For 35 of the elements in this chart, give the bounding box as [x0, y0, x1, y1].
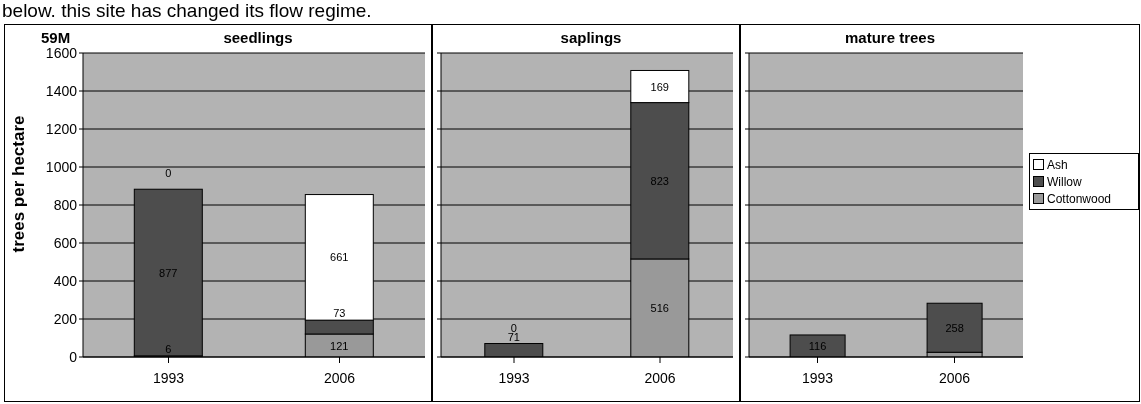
data-label: 169 — [650, 80, 669, 93]
chart-title: saplings — [559, 29, 623, 46]
data-label: 73 — [333, 307, 346, 320]
x-tick-label: 2006 — [938, 369, 971, 386]
y-tick-label: 600 — [53, 234, 78, 251]
legend-label: Cottonwood — [1046, 190, 1113, 207]
data-label: 661 — [330, 251, 349, 264]
text: 59M — [41, 29, 71, 46]
x-tick-label: 2006 — [323, 369, 356, 386]
data-label: 0 — [165, 167, 172, 180]
y-tick-label: 0 — [69, 348, 78, 365]
data-label: 258 — [945, 321, 964, 334]
chart-title: seedlings — [222, 29, 294, 46]
data-label: 116 — [808, 339, 827, 352]
y-tick-label: 800 — [53, 196, 78, 213]
x-tick-label: 1993 — [498, 369, 530, 386]
data-label: 877 — [159, 266, 178, 279]
legend-label: Ash — [1046, 156, 1069, 173]
legend-label: Willow — [1046, 173, 1083, 190]
y-tick-label: 400 — [53, 272, 78, 289]
data-label: 516 — [650, 301, 669, 314]
x-tick-label: 2006 — [644, 369, 676, 386]
data-label: 121 — [330, 339, 349, 352]
y-tick-label: 1200 — [45, 120, 78, 137]
y-tick-label: 1400 — [45, 82, 78, 99]
data-label: 823 — [650, 174, 669, 187]
y-tick-label: 200 — [53, 310, 78, 327]
chart-title: mature trees — [843, 29, 936, 46]
x-tick-label: 1993 — [152, 369, 185, 386]
y-axis-title: trees per hectare — [9, 115, 29, 253]
x-tick-label: 1993 — [801, 369, 834, 386]
y-tick-label: 1000 — [45, 158, 78, 175]
y-tick-label: 1600 — [45, 44, 78, 61]
data-label: 6 — [165, 342, 172, 355]
text: below. this site has changed its flow regime. — [2, 0, 372, 22]
